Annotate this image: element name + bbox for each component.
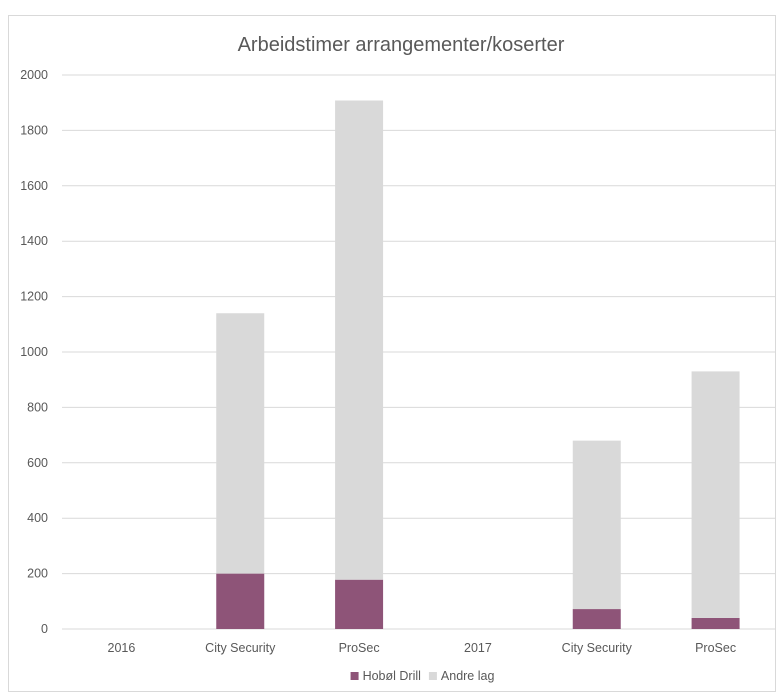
legend-swatch [350,672,359,680]
x-tick-label: City Security [205,641,276,655]
x-tick-label: City Security [562,641,633,655]
y-tick-label: 400 [27,511,48,525]
y-tick-label: 1200 [20,290,48,304]
y-tick-label: 1400 [20,234,48,248]
gridlines [62,74,775,630]
bar-segment [691,371,740,618]
x-tick-label: 2017 [464,641,492,655]
x-axis-ticks: 2016 City Security ProSec 2017 City Security… [108,641,737,655]
chart-title: Arbeidstimer arrangementer/koserter [238,34,565,56]
legend: Hobøl Drill Andre lag [350,669,495,683]
y-tick-label: 200 [27,567,48,581]
legend-item: Andre lag [428,669,495,683]
y-tick-label: 600 [27,456,48,470]
bar-segment [572,440,621,610]
bar-segment [335,100,384,580]
y-tick-label: 1800 [20,123,48,137]
y-tick-label: 800 [27,400,48,414]
x-tick-label: 2016 [108,641,136,655]
x-tick-label: ProSec [339,641,380,655]
y-tick-label: 0 [41,622,48,636]
bar-segment [572,609,621,629]
legend-label: Hobøl Drill [363,669,421,683]
y-tick-label: 2000 [20,68,48,82]
y-tick-label: 1600 [20,179,48,193]
bars [216,100,740,629]
legend-label: Andre lag [441,669,495,683]
legend-item: Hobøl Drill [350,669,421,683]
bar-segment [691,617,740,629]
x-tick-label: ProSec [695,641,736,655]
y-axis-ticks: 0 200 400 600 800 1000 1200 1400 1600 1800 2000 [20,68,48,636]
legend-swatch [428,672,437,680]
bar-segment [216,573,265,629]
y-tick-label: 1000 [20,345,48,359]
bar-segment [216,313,265,574]
chart-frame [8,15,776,692]
bar-segment [335,579,384,629]
